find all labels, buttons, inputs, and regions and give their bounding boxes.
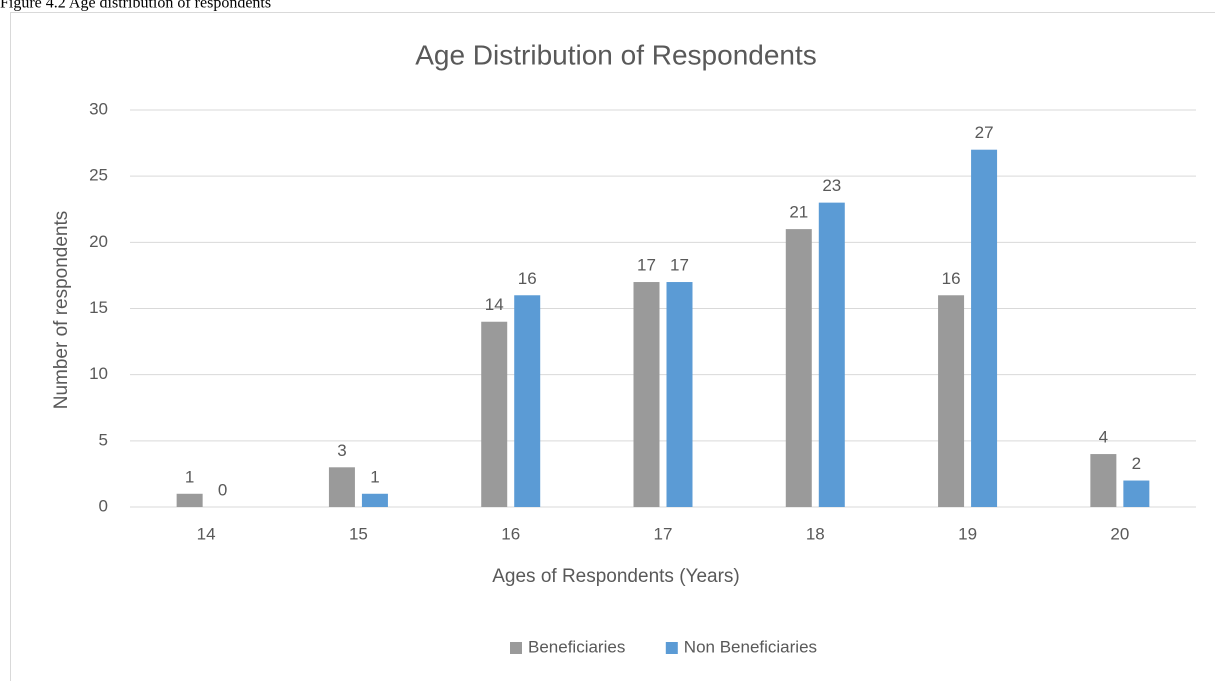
data-label: 2 — [1132, 454, 1141, 473]
data-label: 27 — [975, 123, 994, 142]
y-tick-label: 25 — [89, 166, 108, 185]
y-axis-label: Number of respondents — [51, 211, 72, 410]
x-tick-label: 17 — [654, 524, 673, 543]
data-label: 1 — [185, 467, 194, 486]
bar — [667, 282, 693, 507]
caption: Figure 4.2 Age distribution of responden… — [0, 0, 271, 12]
bar — [1090, 454, 1116, 507]
x-axis-label: Ages of Respondents (Years) — [492, 566, 740, 587]
y-tick-label: 15 — [89, 298, 108, 317]
data-label: 17 — [637, 256, 656, 275]
data-label: 16 — [942, 269, 961, 288]
bar — [938, 295, 964, 507]
data-label: 1 — [370, 467, 379, 486]
y-tick-label: 20 — [89, 232, 108, 251]
legend-swatch — [666, 642, 678, 654]
y-tick-label: 10 — [89, 364, 108, 383]
bar — [819, 203, 845, 507]
x-tick-label: 20 — [1110, 524, 1129, 543]
bar — [786, 229, 812, 507]
x-tick-label: 16 — [501, 524, 520, 543]
legend-label: Beneficiaries — [528, 637, 625, 656]
legend-label: Non Beneficiaries — [684, 637, 817, 656]
x-tick-label: 19 — [958, 524, 977, 543]
bar — [329, 467, 355, 507]
bar — [514, 295, 540, 507]
chart-title: Age Distribution of Respondents — [415, 39, 817, 70]
data-label: 0 — [218, 480, 227, 499]
x-tick-label: 18 — [806, 524, 825, 543]
bar — [362, 494, 388, 507]
page: Figure 4.2 Age distribution of responden… — [0, 0, 1215, 681]
bar — [634, 282, 660, 507]
data-label: 21 — [789, 203, 808, 222]
bar — [481, 322, 507, 507]
data-label: 17 — [670, 256, 689, 275]
data-label: 23 — [822, 176, 841, 195]
y-tick-label: 0 — [99, 496, 108, 515]
data-label: 16 — [518, 269, 537, 288]
bar — [971, 150, 997, 507]
data-label: 4 — [1099, 428, 1108, 447]
x-tick-label: 15 — [349, 524, 368, 543]
bar — [177, 494, 203, 507]
y-tick-label: 5 — [99, 430, 108, 449]
data-label: 14 — [485, 295, 504, 314]
x-tick-label: 14 — [197, 524, 216, 543]
y-tick-label: 30 — [89, 99, 108, 118]
legend-swatch — [510, 642, 522, 654]
bar — [1123, 481, 1149, 507]
data-label: 3 — [337, 441, 346, 460]
